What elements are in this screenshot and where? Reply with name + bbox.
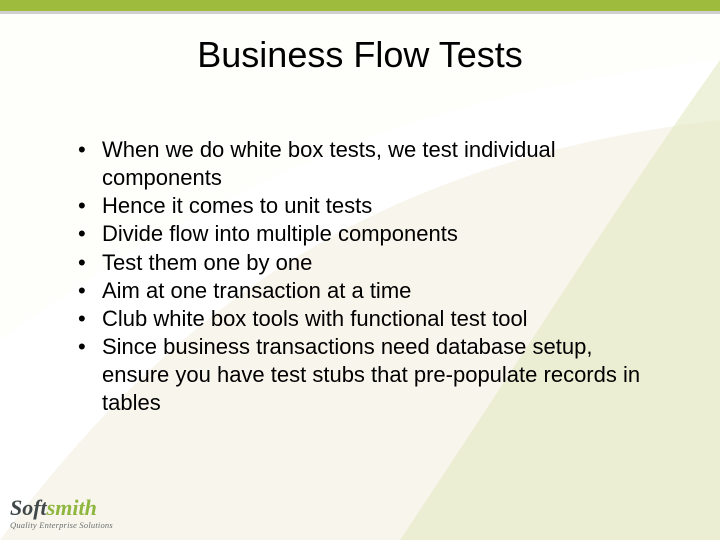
accent-top-bar — [0, 0, 720, 14]
bullet-item: When we do white box tests, we test indi… — [74, 136, 664, 192]
bullet-list: When we do white box tests, we test indi… — [74, 136, 664, 418]
bullet-item: Since business transactions need databas… — [74, 333, 664, 417]
bullet-item: Divide flow into multiple components — [74, 220, 664, 248]
bullet-item: Club white box tools with functional tes… — [74, 305, 664, 333]
bullet-item: Test them one by one — [74, 249, 664, 277]
slide-title: Business Flow Tests — [0, 34, 720, 76]
logo-wordmark: Softsmith — [10, 497, 113, 519]
bullet-item: Hence it comes to unit tests — [74, 192, 664, 220]
logo-tagline: Quality Enterprise Solutions — [10, 520, 113, 530]
company-logo: Softsmith Quality Enterprise Solutions — [10, 497, 113, 530]
logo-part-soft: Soft — [10, 495, 47, 520]
logo-part-smith: smith — [47, 495, 97, 520]
bullet-item: Aim at one transaction at a time — [74, 277, 664, 305]
